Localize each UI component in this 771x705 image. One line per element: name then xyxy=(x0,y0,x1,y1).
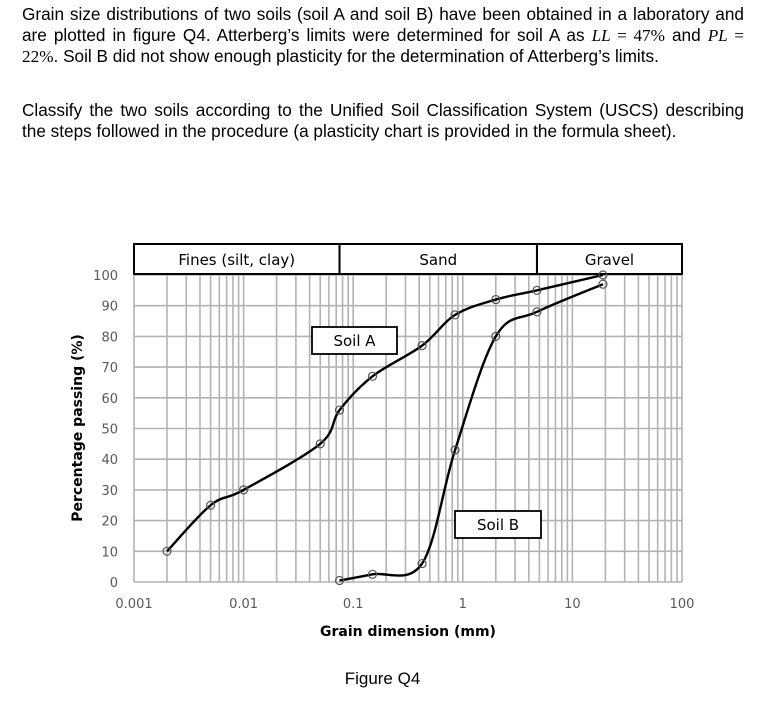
data-point-marker xyxy=(532,285,542,295)
zone-label: Sand xyxy=(419,251,457,269)
y-axis-label: Percentage passing (%) xyxy=(70,334,86,522)
y-tick-label: 20 xyxy=(101,515,118,530)
paragraph-text: and xyxy=(664,25,708,45)
figure-caption-text: Figure Q4 xyxy=(344,669,421,688)
x-axis-label: Grain dimension (mm) xyxy=(320,624,496,640)
x-tick-label: 0.1 xyxy=(343,597,364,612)
zone-box xyxy=(133,243,341,275)
x-tick-label: 100 xyxy=(670,597,695,612)
data-point-marker xyxy=(367,569,378,579)
label-text: Soil A xyxy=(333,332,376,350)
y-tick-label: 80 xyxy=(101,330,118,345)
label-box xyxy=(311,326,398,355)
question-paragraph-2: Classify the two soils according to the … xyxy=(22,100,744,141)
data-point-marker xyxy=(491,294,501,305)
y-tick-label: 60 xyxy=(101,392,118,407)
liquid-limit-symbol: LL xyxy=(591,26,611,45)
series-line xyxy=(339,283,604,582)
data-point-marker xyxy=(367,371,378,381)
y-tick-label: 90 xyxy=(101,300,118,315)
y-tick-label: 70 xyxy=(101,361,118,376)
x-tick-label: 10 xyxy=(564,597,581,612)
zone-box xyxy=(535,243,684,275)
y-tick-label: 100 xyxy=(93,269,118,284)
series-soil-b xyxy=(334,279,608,586)
x-tick-label: 0.01 xyxy=(229,597,258,612)
y-tick-label: 0 xyxy=(110,576,118,591)
question-paragraph-1: Grain size distributions of two soils (s… xyxy=(22,4,744,67)
data-point-marker xyxy=(598,270,608,280)
series-label-soil-a: Soil A xyxy=(311,326,398,355)
zone-box xyxy=(338,243,538,275)
series-labels: Soil A Soil B xyxy=(311,326,542,539)
chart-gridlines xyxy=(133,274,683,583)
series-soil-a xyxy=(162,270,608,556)
data-point-marker xyxy=(417,558,427,569)
zone-label: Gravel xyxy=(585,251,634,269)
data-point-marker xyxy=(315,439,325,449)
label-text: Soil B xyxy=(477,516,519,534)
series-line xyxy=(166,273,604,553)
y-axis-tick-labels: 0 10 20 30 40 50 60 70 80 90 100 xyxy=(93,269,118,591)
x-axis-tick-labels: 0.001 0.01 0.1 1 10 100 xyxy=(115,597,694,612)
y-tick-label: 40 xyxy=(101,453,118,468)
data-point-marker xyxy=(532,307,542,317)
zone-label: Fines (silt, clay) xyxy=(178,251,295,269)
x-tick-label: 1 xyxy=(459,597,467,612)
figure-caption: Figure Q4 xyxy=(0,669,771,689)
data-point-marker xyxy=(334,575,345,586)
data-series xyxy=(162,270,608,586)
liquid-limit-value: = 47% xyxy=(610,26,665,45)
data-point-marker xyxy=(491,331,501,341)
x-tick-label: 0.001 xyxy=(115,597,152,612)
plastic-limit-symbol: PL xyxy=(707,26,728,45)
data-point-marker xyxy=(334,405,345,415)
data-point-marker xyxy=(239,485,249,495)
plastic-limit-value: = 22% xyxy=(22,26,744,66)
y-tick-label: 10 xyxy=(101,545,118,560)
paragraph-text: Grain size distributions of two soils (s… xyxy=(22,4,744,45)
soil-zone-header: Fines (silt, clay) Sand Gravel xyxy=(133,243,684,275)
paragraph-text: . Soil B did not show enough plasticity … xyxy=(53,46,659,66)
y-tick-label: 50 xyxy=(101,423,118,438)
data-point-marker xyxy=(598,279,608,289)
data-point-marker xyxy=(417,341,427,351)
y-tick-label: 30 xyxy=(101,484,118,499)
series-label-soil-b: Soil B xyxy=(454,510,542,539)
data-point-marker xyxy=(450,310,460,320)
data-point-marker xyxy=(450,445,460,455)
data-point-marker xyxy=(206,500,216,510)
data-point-marker xyxy=(162,546,172,556)
label-box xyxy=(454,510,542,539)
